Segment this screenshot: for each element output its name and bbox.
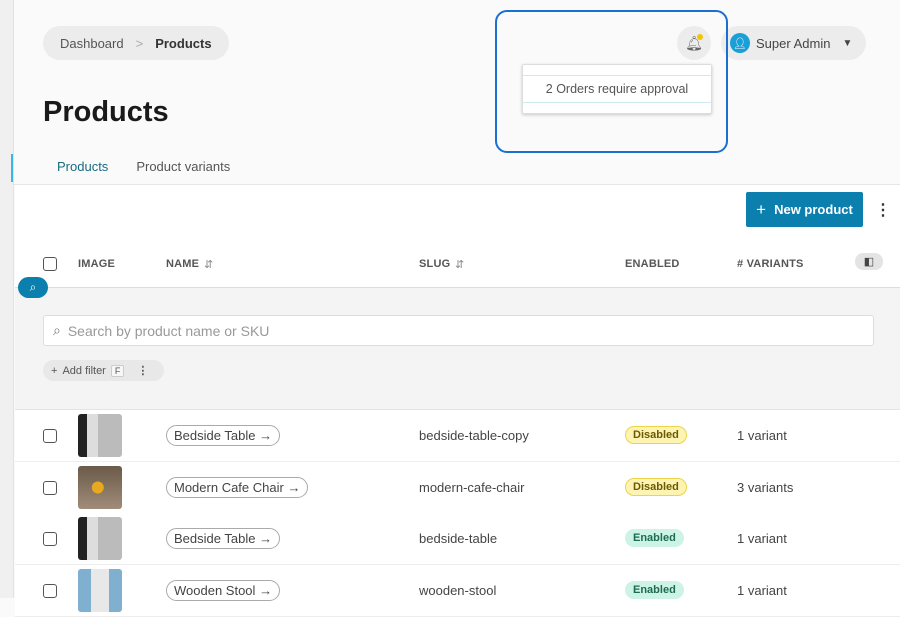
table-row: Bedside Table → bedside-table-copy Disab… (15, 410, 900, 462)
variant-count: 1 variant (737, 428, 787, 443)
variant-count: 1 variant (737, 583, 787, 599)
product-image (78, 465, 122, 509)
status-badge: Enabled (625, 581, 684, 600)
filter-area (15, 287, 900, 410)
row-checkbox[interactable] (43, 480, 57, 495)
search-input[interactable]: ⌕ Search by product name or SKU (43, 315, 874, 346)
variant-count: 1 variant (737, 531, 787, 547)
arrow-right-icon: → (259, 583, 273, 599)
column-header-name[interactable]: NAME (166, 258, 200, 270)
product-name: Bedside Table (174, 531, 256, 547)
product-name: Modern Cafe Chair (174, 479, 284, 495)
notification-item[interactable]: 2 Orders require approval (523, 75, 711, 103)
product-name-link[interactable]: Bedside Table → (166, 528, 281, 550)
product-slug: bedside-table-copy (419, 428, 529, 443)
highlight-box (495, 10, 728, 153)
status-badge: Enabled (625, 529, 684, 548)
table-row: Bedside Table → bedside-table Enabled 1 … (15, 513, 900, 566)
plus-icon: + (51, 364, 58, 377)
breadcrumb: Dashboard > Products (43, 26, 229, 60)
product-slug: wooden-stool (419, 583, 497, 599)
tabs: Products Product variants (43, 150, 245, 186)
select-all-checkbox[interactable] (43, 257, 57, 271)
search-placeholder: Search by product name or SKU (67, 322, 270, 339)
status-badge: Disabled (625, 426, 687, 444)
plus-icon: + (756, 199, 767, 219)
chevron-right-icon: > (135, 35, 144, 51)
tab-products[interactable]: Products (43, 150, 123, 186)
arrow-right-icon: → (259, 428, 273, 443)
row-checkbox[interactable] (43, 584, 57, 599)
search-icon: ⌕ (53, 322, 61, 338)
column-header-variants: # VARIANTS (737, 258, 804, 270)
product-name-link[interactable]: Bedside Table → (166, 425, 281, 446)
product-slug: modern-cafe-chair (419, 479, 525, 495)
product-name: Bedside Table (174, 428, 256, 443)
shortcut-badge: F (110, 364, 125, 377)
sidebar-active-indicator (11, 154, 13, 182)
arrow-right-icon: → (259, 531, 273, 547)
user-icon: 👤︎ (730, 33, 750, 53)
column-header-image: IMAGE (78, 258, 116, 270)
add-filter-button[interactable]: + Add filter F ⋮ (43, 360, 164, 381)
column-header-slug[interactable]: SLUG (419, 258, 451, 270)
divider (14, 184, 900, 185)
sort-icon[interactable]: ⇵ (455, 259, 465, 271)
new-product-button[interactable]: + New product (746, 192, 863, 227)
more-options-icon[interactable]: ⋮ (137, 365, 149, 377)
product-image (78, 414, 122, 457)
product-image (78, 569, 122, 613)
column-header-enabled: ENABLED (625, 258, 680, 270)
product-name: Wooden Stool (174, 583, 256, 599)
chevron-down-icon: ▼ (842, 37, 853, 49)
product-slug: bedside-table (419, 531, 498, 547)
breadcrumb-dashboard[interactable]: Dashboard (60, 35, 124, 51)
page-title: Products (43, 96, 169, 128)
tab-product-variants[interactable]: Product variants (122, 150, 245, 186)
notification-popup: 2 Orders require approval (522, 64, 712, 114)
search-toggle-icon[interactable]: ⌕ (18, 277, 48, 298)
product-image (78, 517, 122, 561)
add-filter-label: Add filter (62, 364, 106, 377)
breadcrumb-products: Products (155, 35, 212, 51)
user-name: Super Admin (756, 35, 831, 51)
table-row: Wooden Stool → wooden-stool Enabled 1 va… (15, 565, 900, 617)
product-name-link[interactable]: Modern Cafe Chair → (166, 476, 309, 498)
user-menu[interactable]: 👤︎ Super Admin ▼ (721, 26, 866, 60)
sidebar (0, 0, 14, 598)
notification-dot (697, 34, 703, 40)
variant-count: 3 variants (737, 479, 794, 495)
row-checkbox[interactable] (43, 429, 57, 443)
more-options-icon[interactable]: ⋮ (875, 202, 891, 219)
columns-toggle-icon[interactable]: ◧ (855, 253, 883, 270)
sort-icon[interactable]: ⇵ (204, 259, 214, 271)
row-checkbox[interactable] (43, 532, 57, 547)
new-product-label: New product (774, 202, 853, 217)
table-row: Modern Cafe Chair → modern-cafe-chair Di… (15, 461, 900, 514)
arrow-right-icon: → (287, 479, 301, 495)
notifications-button[interactable]: 🔔︎ (677, 26, 711, 60)
status-badge: Disabled (625, 477, 687, 496)
